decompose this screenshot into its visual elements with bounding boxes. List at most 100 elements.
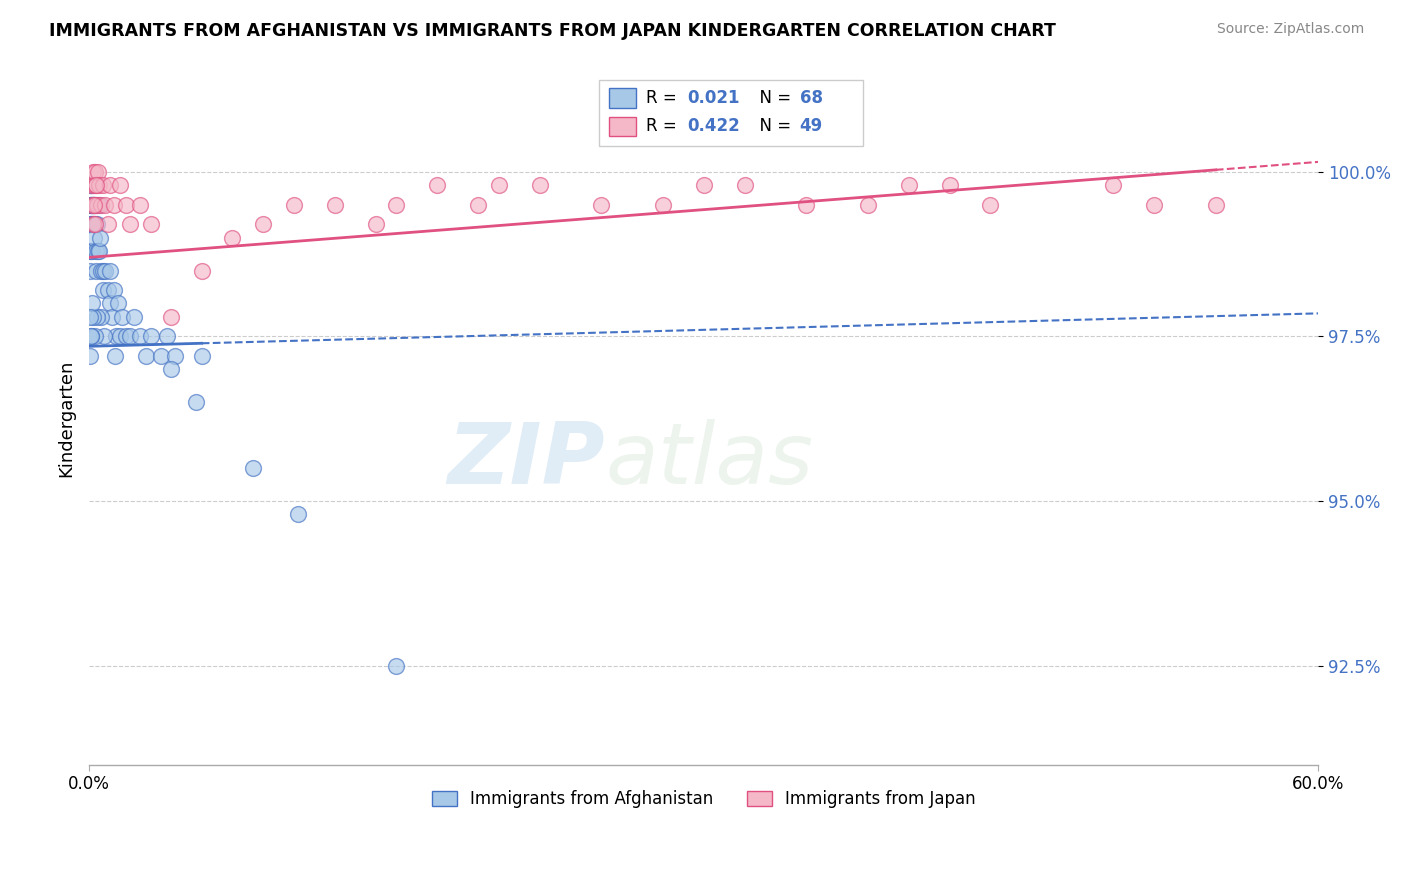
Point [79, 244, 101, 258]
Text: 0.021: 0.021 [688, 89, 740, 107]
Point [96, 218, 118, 232]
Point [364, 218, 387, 232]
Point [93, 329, 115, 343]
Point [135, 349, 157, 363]
Point [84, 197, 107, 211]
Point [82, 218, 104, 232]
Point [184, 395, 207, 409]
Y-axis label: Kindergarten: Kindergarten [58, 360, 75, 477]
Point [79, 197, 101, 211]
Point [82, 218, 104, 232]
Point [93, 178, 115, 192]
Point [221, 230, 243, 244]
Point [651, 197, 673, 211]
Point [93, 263, 115, 277]
Point [100, 310, 122, 324]
Point [794, 197, 817, 211]
Point [83, 178, 105, 192]
Point [83, 197, 105, 211]
Point [1205, 197, 1227, 211]
Point [165, 349, 187, 363]
Point [190, 349, 212, 363]
Point [80, 329, 103, 343]
FancyBboxPatch shape [599, 80, 863, 145]
Point [86, 197, 108, 211]
Point [90, 310, 112, 324]
Point [103, 197, 125, 211]
Text: N =: N = [749, 117, 797, 136]
Point [115, 329, 138, 343]
Point [103, 283, 125, 297]
Point [86, 218, 108, 232]
Point [856, 197, 879, 211]
Point [467, 197, 489, 211]
Text: N =: N = [749, 89, 797, 107]
Point [149, 349, 172, 363]
Point [104, 349, 127, 363]
Point [118, 329, 141, 343]
Text: IMMIGRANTS FROM AFGHANISTAN VS IMMIGRANTS FROM JAPAN KINDERGARTEN CORRELATION CH: IMMIGRANTS FROM AFGHANISTAN VS IMMIGRANT… [49, 22, 1056, 40]
Point [82, 244, 104, 258]
Point [107, 296, 129, 310]
Point [98, 296, 121, 310]
Point [79, 349, 101, 363]
Text: 68: 68 [800, 89, 823, 107]
Point [118, 218, 141, 232]
Point [84, 244, 107, 258]
Point [1102, 178, 1125, 192]
Point [83, 197, 105, 211]
Point [89, 244, 111, 258]
Point [84, 197, 107, 211]
Point [89, 178, 111, 192]
Text: 49: 49 [800, 117, 823, 136]
Point [529, 178, 551, 192]
Bar [609, 88, 636, 108]
Point [82, 218, 104, 232]
Point [160, 362, 183, 376]
Point [82, 296, 104, 310]
Point [156, 329, 179, 343]
Point [139, 218, 162, 232]
Text: R =: R = [645, 89, 682, 107]
Point [84, 178, 107, 192]
Text: atlas: atlas [606, 418, 813, 501]
Point [84, 218, 107, 232]
Point [80, 197, 103, 211]
Point [122, 310, 145, 324]
Legend: Immigrants from Afghanistan, Immigrants from Japan: Immigrants from Afghanistan, Immigrants … [425, 784, 983, 815]
Point [84, 218, 107, 232]
Point [115, 197, 138, 211]
Point [108, 329, 131, 343]
Point [90, 197, 112, 211]
Point [129, 329, 152, 343]
Point [84, 165, 107, 179]
Bar [609, 117, 636, 136]
Point [591, 197, 613, 211]
Point [87, 244, 110, 258]
Point [82, 178, 104, 192]
Point [287, 508, 309, 522]
Point [111, 310, 134, 324]
Point [82, 197, 104, 211]
Point [82, 310, 104, 324]
Point [160, 310, 183, 324]
Point [80, 197, 103, 211]
Point [692, 178, 714, 192]
Point [897, 178, 920, 192]
Point [94, 263, 117, 277]
Point [79, 178, 101, 192]
Point [98, 263, 121, 277]
Point [108, 178, 131, 192]
Point [385, 658, 408, 673]
Point [89, 230, 111, 244]
Point [252, 218, 274, 232]
Point [94, 197, 117, 211]
Text: ZIP: ZIP [447, 418, 606, 501]
Text: 0.422: 0.422 [688, 117, 741, 136]
Point [190, 263, 212, 277]
Point [734, 178, 756, 192]
Point [79, 310, 101, 324]
Point [84, 329, 107, 343]
Point [139, 329, 162, 343]
Point [98, 178, 121, 192]
